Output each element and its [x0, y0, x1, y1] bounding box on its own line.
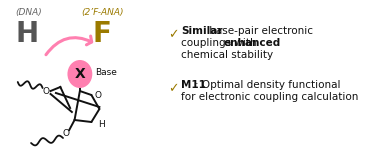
Text: enhanced: enhanced: [224, 38, 281, 48]
Text: (DNA): (DNA): [15, 8, 42, 17]
Text: base-pair electronic: base-pair electronic: [206, 26, 313, 36]
Text: O: O: [43, 86, 50, 95]
Text: H: H: [99, 119, 105, 128]
Text: ✓: ✓: [169, 82, 179, 95]
Text: F: F: [93, 20, 112, 48]
Text: : Optimal density functional: : Optimal density functional: [195, 80, 341, 90]
Text: for electronic coupling calculation: for electronic coupling calculation: [181, 92, 358, 102]
Text: O: O: [94, 90, 101, 99]
Text: couplings with: couplings with: [181, 38, 260, 48]
Text: X: X: [74, 67, 85, 81]
Text: O: O: [62, 128, 69, 137]
Text: ✓: ✓: [169, 28, 179, 41]
Text: chemical stability: chemical stability: [181, 50, 273, 60]
Text: M11: M11: [181, 80, 206, 90]
Text: Base: Base: [95, 67, 117, 77]
Text: (2’F-ANA): (2’F-ANA): [81, 8, 123, 17]
Text: Similar: Similar: [181, 26, 223, 36]
Text: H: H: [15, 20, 38, 48]
Circle shape: [67, 60, 92, 88]
